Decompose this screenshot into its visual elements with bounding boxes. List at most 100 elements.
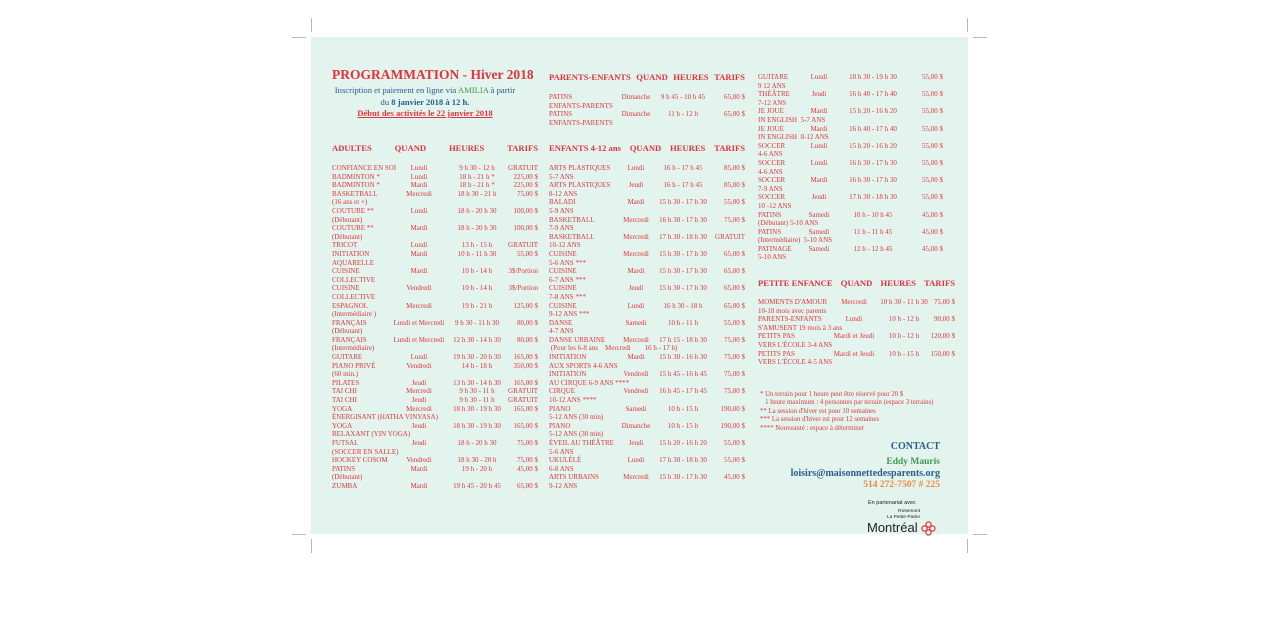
activity-detail: 10-12 ANS [549, 241, 581, 250]
activity-hours: 18 h - 20 h 30 [457, 224, 497, 233]
activity-detail: 9-12 ANS [549, 481, 578, 490]
footnote: **** Nouveauté : espace à déterminer [760, 424, 864, 432]
activity-name: MOMENTS D'AMOUR [758, 298, 828, 306]
activity-row: INITIATION Mardi 10 h - 11 h 30 55,00 $ AQUA… [332, 250, 538, 267]
activity-day: Dimanche [621, 93, 651, 101]
activity-name: BADMINTON * [332, 181, 380, 190]
activity-hours: 10 h - 15 h [667, 404, 699, 413]
activity-hours: 10 h - 14 h [461, 284, 493, 293]
activity-hours: 16 h 30 - 17 h 30 [659, 215, 707, 224]
activity-hours: 15 h 30 - 17 h 30 [659, 267, 707, 276]
flyer-page [311, 37, 968, 534]
contact-heading: CONTACT [890, 441, 940, 452]
activity-day: Mardi [627, 267, 645, 276]
activity-day: Jeudi [628, 181, 644, 190]
activity-hours: 12 h - 12 h 45 [853, 244, 893, 253]
activity-detail: 5-7 ANS [549, 172, 574, 181]
activity-day: Lundi [845, 315, 863, 324]
crop-mark [973, 534, 987, 535]
activity-row: PIANO Samedi 10 h - 15 h 190,00 $ 5-12 ANS (… [549, 405, 745, 422]
start-date: Début des activités le 22 janvier 2018 [357, 108, 493, 118]
activity-price: 55,00 $ [517, 249, 538, 258]
activity-row: TAI CHI Jeudi 9 h 30 - 11 h GRATUIT [332, 396, 538, 405]
activity-row: GUITARE Lundi 19 h 30 - 20 h 30 165,00 $ [332, 353, 538, 362]
contact-phone: 514 272-7507 # 225 [863, 480, 940, 490]
activity-hours: 11 h - 11 h 45 [853, 227, 893, 236]
activity-row: CIRQUE Vendredi 16 h 45 - 17 h 45 75,00 $ 10… [549, 387, 745, 404]
activity-name: FUTSAL [332, 439, 359, 447]
montreal-wordmark: Montréal [867, 520, 918, 535]
activity-row: DANSE URBAINE Mercredi 17 h 15 - 18 h 30 75… [549, 336, 745, 353]
activity-price: 55,00 $ [724, 198, 745, 207]
activity-hours: 16 h 40 - 17 h 40 [849, 90, 897, 99]
activity-hours: 18 h - 20 h 30 [457, 439, 497, 447]
crop-mark [292, 534, 306, 535]
activity-row: FRANÇAIS Lundi et Mercredi 9 h 30 - 11 h 3… [332, 319, 538, 336]
activity-hours: 12 h 30 - 14 h 30 [453, 335, 501, 344]
activity-detail: (Intermédiaire) [332, 344, 375, 353]
activity-day: Jeudi [628, 284, 644, 293]
enfants-table: ARTS PLASTIQUES Lundi 16 h - 17 h 45 85,00 … [549, 164, 745, 491]
hours-header: HEURES [448, 143, 485, 153]
activity-detail: (Débutant) [332, 473, 363, 482]
activity-day: Lundi [627, 456, 645, 465]
activity-detail: RELAXANT (YIN YOGA) [332, 430, 411, 439]
activity-name: BASKETBALL [549, 215, 595, 224]
activity-row: BASKETBALL Mercredi 16 h 30 - 17 h 30 75,00… [549, 216, 745, 233]
registration-info: Inscription et paiement en ligne via AMI… [325, 85, 525, 120]
adultes-header: ADULTES QUAND HEURES TARIFS [332, 143, 538, 153]
activity-detail: (60 min.) [332, 370, 359, 379]
activity-name: PIANO [549, 404, 571, 413]
activity-day: Vendredi [406, 456, 432, 465]
activity-row: MOMENTS D'AMOUR Mercredi 10 h 30 - 11 h 30… [758, 298, 955, 315]
activity-name: TAI CHI [332, 387, 357, 396]
activity-day: Mercredi [406, 301, 432, 310]
contact-email[interactable]: loisirs@maisonnettedesparents.org [790, 468, 940, 479]
activity-day: Mardi [410, 267, 428, 276]
activity-name: CUISINE [549, 284, 577, 293]
activity-detail: 4-6 ANS [758, 150, 783, 159]
activity-price: 45,00 $ [922, 227, 943, 236]
activity-day: Samedi [808, 244, 830, 253]
activity-price: 55,00 $ [922, 176, 943, 185]
activity-name: ZUMBA [332, 481, 358, 490]
activity-row: PETITS PAS Mardi et Jeudi 10 h - 12 h 120,0… [758, 332, 955, 349]
activity-name: SOCCER [758, 141, 786, 150]
activity-row: BADMINTON * Mardi 18 h - 21 h * 225,00 $ [332, 181, 538, 190]
activity-day: Mercredi [406, 404, 432, 413]
activity-detail: 5-12 ANS (30 min) [549, 430, 604, 439]
activity-day: Lundi [410, 206, 428, 215]
activity-name: PATINAGE [758, 244, 792, 253]
activity-row: SOCCER Mardi 16 h 30 - 17 h 30 55,00 $ 7-9 A… [758, 176, 943, 193]
crop-mark [973, 37, 987, 38]
hours-header: HEURES [670, 143, 706, 153]
activity-detail: ENFANTS-PARENTS [549, 101, 613, 110]
parents-enfants-table: PATINS Dimanche 9 h 45 - 10 h 45 65,00 $ ENF… [549, 93, 745, 127]
activity-day: Vendredi [623, 370, 649, 379]
activity-day: Lundi [627, 301, 645, 310]
activity-hours: 15 h 20 - 16 h 20 [849, 141, 897, 150]
when-header: QUAND [636, 72, 668, 82]
activity-day: Mercredi [623, 335, 649, 344]
activity-detail: 7-12 ANS [758, 98, 787, 107]
activity-detail: (Débutant) [332, 215, 363, 224]
activity-day: Samedi [625, 404, 647, 413]
activity-price: 190,00 $ [720, 421, 746, 430]
activity-hours: 10 h - 15 h [667, 421, 699, 430]
activity-price: 190,00 $ [720, 404, 746, 413]
activity-name: CUISINE [549, 249, 577, 258]
activity-day: Mardi et Jeudi [833, 349, 875, 358]
activity-day: Mardi [410, 224, 428, 233]
activity-hours: 18 h 30 - 19 h 30 [453, 421, 501, 430]
info-text: Inscription et paiement en ligne via [334, 85, 458, 95]
activity-row: PIANO PRIVÉ Vendredi 14 h - 18 h 350,00 $ (6… [332, 362, 538, 379]
activity-hours: 19 h 45 - 20 h 45 [453, 481, 501, 490]
activity-price: 90,00 $ [934, 315, 955, 324]
activity-price: 55,00 $ [724, 318, 745, 327]
activity-row: ARTS PLASTIQUES Jeudi 16 h - 17 h 45 85,00 … [549, 181, 745, 198]
activity-name: PATINS [549, 110, 573, 119]
activity-hours: 18 h 30 - 20 h [457, 456, 497, 465]
logo-text: La Petite-Patrie [886, 514, 920, 520]
activity-name: BASKETBALL [332, 189, 378, 198]
activity-day: Mardi [410, 464, 428, 473]
